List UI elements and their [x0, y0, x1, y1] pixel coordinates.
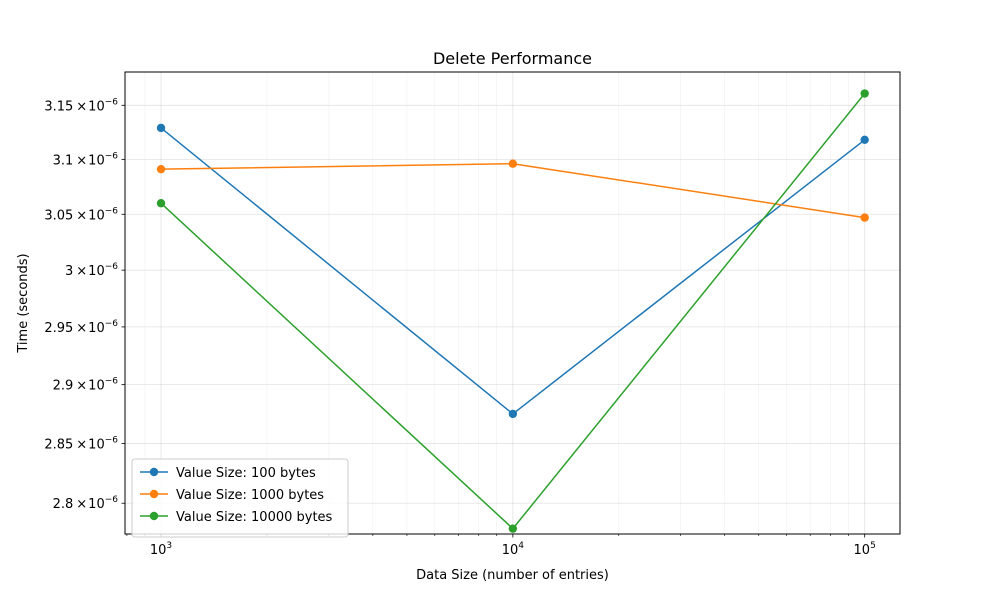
- y-tick-exponent: −6: [105, 97, 119, 107]
- y-tick-base: 10: [88, 99, 105, 114]
- y-tick-label: 3.05 ×10−6: [44, 206, 118, 223]
- y-tick-exponent: −6: [105, 377, 119, 387]
- chart-title: Delete Performance: [433, 49, 592, 68]
- x-tick-base: 10: [502, 543, 519, 558]
- data-point: [508, 409, 518, 419]
- y-tick-times: ×: [76, 379, 87, 394]
- x-tick-exponent: 4: [518, 541, 524, 551]
- y-tick-times: ×: [76, 264, 87, 279]
- y-tick-mantissa: 2.85: [44, 437, 73, 452]
- y-tick-base: 10: [88, 379, 105, 394]
- y-tick-mantissa: 3.05: [44, 208, 73, 223]
- y-tick-label: 2.95 ×10−6: [44, 319, 118, 336]
- x-tick-label: 104: [502, 541, 525, 558]
- y-tick-times: ×: [76, 321, 87, 336]
- data-point: [860, 213, 869, 222]
- y-tick-mantissa: 3.1: [53, 153, 74, 168]
- legend: Value Size: 100 bytes Value Size: 1000 by…: [131, 458, 349, 538]
- x-tick-exponent: 5: [870, 541, 876, 551]
- y-tick-times: ×: [76, 153, 87, 168]
- legend-box: [131, 458, 349, 538]
- legend-label: Value Size: 10000 bytes: [176, 510, 333, 525]
- data-point: [156, 164, 166, 174]
- data-point: [508, 524, 518, 533]
- y-tick-times: ×: [76, 437, 87, 452]
- y-tick-label: 3 ×10−6: [65, 262, 118, 279]
- legend-label: Value Size: 1000 bytes: [176, 488, 324, 503]
- y-tick-mantissa: 3.15: [44, 99, 73, 114]
- y-tick-times: ×: [76, 497, 87, 512]
- y-tick-label: 2.85 ×10−6: [44, 435, 118, 452]
- y-tick-base: 10: [88, 264, 105, 279]
- data-point: [156, 123, 166, 133]
- y-tick-exponent: −6: [105, 495, 119, 505]
- legend-marker: [149, 467, 159, 477]
- y-tick-mantissa: 2.9: [53, 379, 74, 394]
- x-tick-exponent: 3: [166, 541, 172, 551]
- x-tick-base: 10: [150, 543, 167, 558]
- y-tick-exponent: −6: [105, 262, 119, 272]
- y-tick-mantissa: 2.95: [44, 321, 73, 336]
- series-layer: [156, 89, 869, 533]
- data-point: [156, 199, 166, 208]
- x-axis-label: Data Size (number of entries): [416, 568, 609, 583]
- y-tick-label: 3.15 ×10−6: [44, 97, 118, 114]
- data-point: [860, 135, 869, 144]
- y-tick-label: 2.8 ×10−6: [53, 495, 119, 512]
- series-2: [156, 159, 869, 222]
- y-tick-times: ×: [76, 99, 87, 114]
- y-tick-label: 2.9 ×10−6: [53, 377, 119, 394]
- y-tick-label: 3.1 ×10−6: [53, 151, 119, 168]
- y-tick-base: 10: [88, 497, 105, 512]
- y-tick-base: 10: [88, 437, 105, 452]
- y-tick-mantissa: 3: [65, 264, 73, 279]
- legend-item: Value Size: 1000 bytes: [140, 488, 324, 503]
- y-tick-mantissa: 2.8: [53, 497, 74, 512]
- y-tick-exponent: −6: [105, 206, 119, 216]
- y-tick-base: 10: [88, 153, 105, 168]
- legend-marker: [149, 489, 159, 499]
- legend-marker: [149, 511, 159, 521]
- legend-item: Value Size: 10000 bytes: [140, 510, 333, 525]
- x-tick-label: 103: [150, 541, 172, 558]
- y-axis-label: Time (seconds): [16, 253, 31, 353]
- x-tick-base: 10: [854, 543, 871, 558]
- legend-item: Value Size: 100 bytes: [140, 466, 316, 481]
- series-1: [156, 123, 869, 419]
- x-tick-label: 105: [854, 541, 876, 558]
- y-tick-exponent: −6: [105, 319, 119, 329]
- legend-label: Value Size: 100 bytes: [176, 466, 316, 481]
- y-tick-base: 10: [88, 208, 105, 223]
- series-3: [156, 89, 869, 533]
- data-point: [860, 89, 869, 98]
- grid-lines: [125, 72, 900, 534]
- y-tick-base: 10: [88, 321, 105, 336]
- y-tick-times: ×: [76, 208, 87, 223]
- y-tick-exponent: −6: [105, 151, 119, 161]
- y-tick-exponent: −6: [105, 435, 119, 445]
- data-point: [508, 159, 518, 168]
